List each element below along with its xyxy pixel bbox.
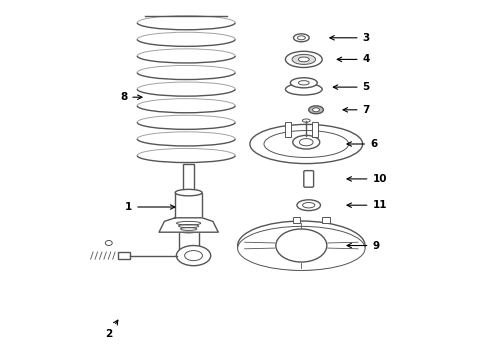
Bar <box>175 193 202 218</box>
Bar <box>178 230 199 252</box>
Bar <box>293 217 300 224</box>
Text: 1: 1 <box>125 202 175 212</box>
Ellipse shape <box>238 221 365 270</box>
Text: 7: 7 <box>343 105 370 115</box>
Ellipse shape <box>294 34 309 42</box>
Ellipse shape <box>293 135 320 149</box>
Ellipse shape <box>178 228 199 233</box>
Ellipse shape <box>298 81 309 85</box>
Ellipse shape <box>176 246 211 266</box>
Text: 4: 4 <box>337 54 370 64</box>
Ellipse shape <box>175 189 202 196</box>
Text: 10: 10 <box>347 174 387 184</box>
Ellipse shape <box>285 51 322 68</box>
Ellipse shape <box>313 108 319 112</box>
Ellipse shape <box>182 228 196 233</box>
Text: 3: 3 <box>330 33 370 43</box>
Ellipse shape <box>297 36 305 40</box>
Circle shape <box>105 240 112 246</box>
Ellipse shape <box>298 57 309 62</box>
Ellipse shape <box>303 202 315 208</box>
Ellipse shape <box>238 226 365 270</box>
Text: 6: 6 <box>347 139 377 149</box>
Bar <box>312 122 318 137</box>
Ellipse shape <box>285 84 322 95</box>
Ellipse shape <box>309 106 323 114</box>
Polygon shape <box>159 218 218 232</box>
Ellipse shape <box>290 78 318 88</box>
Ellipse shape <box>276 229 327 262</box>
Bar <box>322 217 330 224</box>
Ellipse shape <box>302 119 310 122</box>
Text: 9: 9 <box>347 240 380 251</box>
Ellipse shape <box>250 125 363 163</box>
Ellipse shape <box>264 131 348 157</box>
FancyBboxPatch shape <box>304 171 314 187</box>
Bar <box>285 122 291 137</box>
Bar <box>118 252 130 259</box>
Ellipse shape <box>297 200 320 211</box>
Ellipse shape <box>292 54 316 64</box>
Ellipse shape <box>299 139 313 146</box>
Text: 11: 11 <box>347 200 387 210</box>
Ellipse shape <box>185 251 202 261</box>
Text: 5: 5 <box>333 82 370 92</box>
Text: 2: 2 <box>105 320 118 339</box>
Text: 8: 8 <box>120 92 142 102</box>
Bar <box>183 164 194 193</box>
